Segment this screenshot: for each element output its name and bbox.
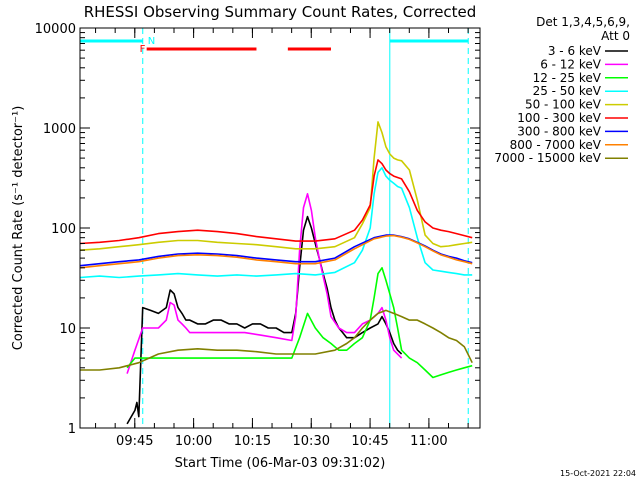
legend-header-line-1: Det 1,3,4,5,6,9,: [536, 15, 630, 29]
legend-header-line-2: Att 0: [601, 29, 630, 43]
x-tick-label: 10:15: [234, 434, 271, 449]
axes: 1 10 100 1000 10000 09:45 10:00 10:15 10:30 10:45…: [35, 22, 480, 449]
x-tick-label: 10:00: [175, 434, 212, 449]
night-marker-label: N: [148, 36, 155, 47]
legend-label: 12 - 25 keV: [533, 71, 602, 85]
series-line-800-7000keV: [79, 234, 473, 269]
x-tick-label: 09:45: [116, 434, 153, 449]
y-tick-label: 1000: [43, 122, 76, 137]
x-tick-label: 10:45: [351, 434, 388, 449]
series-line-50-100keV: [79, 121, 473, 251]
legend-label: 6 - 12 keV: [540, 57, 602, 71]
generation-timestamp: 15-Oct-2021 22:04: [560, 469, 636, 478]
y-axis-label: Corrected Count Rate (s⁻¹ detector⁻¹): [11, 106, 26, 351]
flare-marker-label: F: [140, 44, 146, 55]
legend-label: 100 - 300 keV: [517, 111, 601, 125]
x-axis-label: Start Time (06-Mar-03 09:31:02): [175, 456, 386, 471]
legend-label: 3 - 6 keV: [548, 44, 602, 58]
legend-label: 7000 - 15000 keV: [494, 151, 601, 165]
series-line-12-25keV: [126, 266, 473, 379]
y-tick-label: 100: [51, 222, 76, 237]
series-line-7000-15000keV: [80, 309, 473, 371]
y-tick-label: 10: [59, 322, 76, 337]
y-tick-label: 1: [68, 422, 76, 437]
series-line-6-12keV: [126, 193, 403, 374]
legend-label: 50 - 100 keV: [525, 98, 602, 112]
x-tick-label: 10:30: [293, 434, 330, 449]
plot-area: FN: [79, 28, 473, 428]
series-line-25-50keV: [79, 167, 473, 279]
legend-label: 25 - 50 keV: [533, 84, 602, 98]
x-tick-label: 11:00: [410, 434, 447, 449]
legend-label: 800 - 7000 keV: [510, 138, 602, 152]
chart-title: RHESSI Observing Summary Count Rates, Co…: [84, 3, 477, 21]
series-line-3-6keV: [126, 215, 403, 425]
legend-label: 300 - 800 keV: [517, 124, 601, 138]
y-tick-label: 10000: [35, 22, 76, 37]
series-line-100-300keV: [79, 159, 473, 245]
